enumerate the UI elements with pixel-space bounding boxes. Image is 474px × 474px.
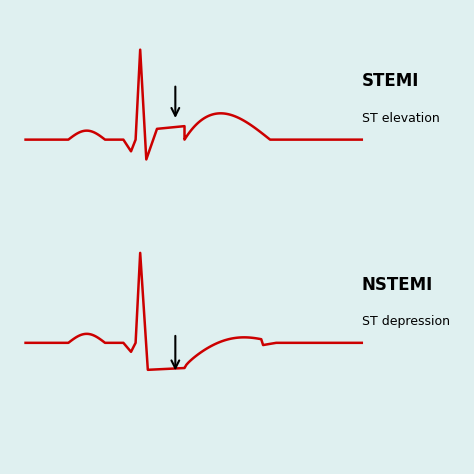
Text: ST depression: ST depression [362,315,450,328]
Text: NSTEMI: NSTEMI [362,275,433,293]
Text: STEMI: STEMI [362,73,419,91]
Text: ST elevation: ST elevation [362,112,439,125]
